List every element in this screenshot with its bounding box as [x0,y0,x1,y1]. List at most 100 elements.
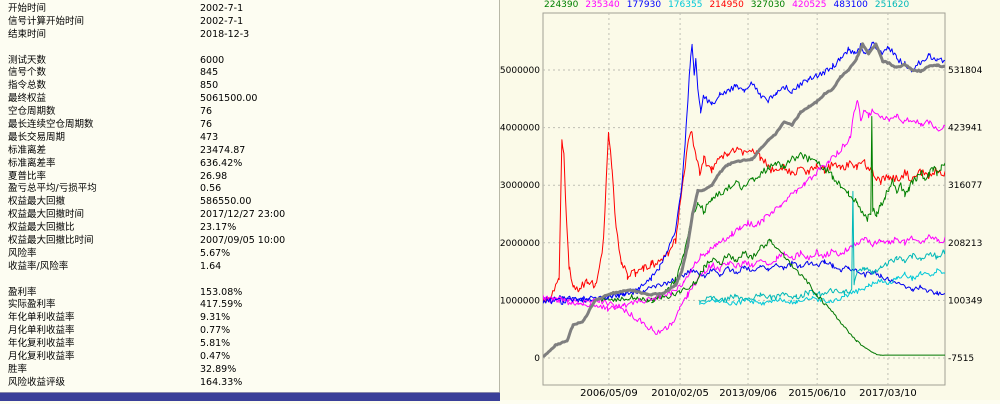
stat-value: 23474.87 [200,144,246,156]
stat-row: 权益最大回撤比时间 2007/09/05 10:00 [0,235,499,248]
stat-label: 风险率 [8,247,37,259]
equity-chart-panel: 224390 235340 177930 176355 214950 327030 4205… [500,0,1000,400]
stat-value: 5.67% [200,247,231,259]
stat-row: 风险率 5.67% [0,248,499,261]
stat-label: 权益最大回撤比 [8,222,75,234]
legend-item: 483100 [833,0,868,10]
stat-row: 最长交易周期 473 [0,132,499,145]
stat-row: 盈利率 153.08% [0,287,499,300]
stat-value: 850 [200,80,219,92]
stat-label: 最终权益 [8,93,47,105]
stat-row: 信号计算开始时间 2002-7-1 [0,16,499,29]
x-axis-label: 2006/05/09 [580,388,638,399]
right-axis-label: 316077 [948,181,982,191]
x-axis-label: 2015/06/10 [788,388,846,399]
stat-value: 1.64 [200,260,222,272]
stat-value: 0.47% [200,351,231,363]
stat-label: 胜率 [8,363,28,375]
series-line-cyan-1-251620 [699,190,945,303]
x-axis-label: 2017/03/10 [859,388,917,399]
stat-row: 标准离差率 636.42% [0,158,499,171]
stat-row: 权益最大回撤比 23.17% [0,222,499,235]
series-line-cyan-2-176355 [699,268,945,306]
legend-item: 177930 [626,0,662,10]
left-axis-label: 3000000 [500,181,540,191]
left-axis-label: 5000000 [500,66,540,76]
stat-label: 盈利率 [8,286,37,298]
stat-row: 空仓周期数 76 [0,106,499,119]
stat-label: 空仓周期数 [8,106,56,118]
left-axis-label: 4000000 [500,124,540,134]
plot-border [542,12,946,386]
stat-value: 9.31% [200,312,231,324]
stat-label: 最长交易周期 [8,131,66,143]
stat-row: 月化复利收益率 0.47% [0,351,499,364]
stat-value: 32.89% [200,363,237,375]
stat-label: 年化单利收益率 [8,312,75,324]
stat-value: 153.08% [200,286,243,298]
legend-item: 327030 [750,0,786,10]
stat-row: 年化复利收益率 5.81% [0,338,499,351]
stat-value: 26.98 [200,170,228,182]
stat-label: 实际盈利率 [8,299,56,311]
stat-value: 636.42% [200,157,243,169]
stat-row: 权益最大回撤 586550.00 [0,196,499,209]
x-axis-label: 2013/09/06 [719,388,777,399]
stat-row: 胜率 32.89% [0,364,499,377]
stat-label: 权益最大回撤时间 [8,209,85,221]
stat-label: 风险收益评级 [8,376,66,388]
stat-label: 标准离差 [8,144,47,156]
stat-row: 指令总数 850 [0,80,499,93]
stat-row: 收益率/风险率 1.64 [0,261,499,274]
stat-value: 2002-7-1 [200,3,244,14]
stat-row: 权益最大回撤时间 2017/12/27 23:00 [0,209,499,222]
stat-label: 最长连续空仓周期数 [8,119,94,131]
chart-legend: 224390 235340 177930 176355 214950 327030 4205… [544,0,909,11]
stat-label: 结束时间 [8,28,47,40]
right-axis-label: 100349 [948,296,983,306]
stat-value: 2017/12/27 23:00 [200,209,286,221]
x-axis-label: 2010/02/05 [651,388,709,399]
series-line-green-2-327030 [651,116,945,304]
stat-row: 信号个数 845 [0,67,499,80]
stat-value: 23.17% [200,222,237,234]
stat-row: 测试天数 6000 [0,55,499,68]
legend-item: 176355 [668,0,703,10]
stat-label: 信号个数 [8,67,47,79]
horizontal-scrollbar[interactable] [0,392,500,401]
stat-value: 6000 [200,54,225,66]
stat-value: 845 [200,67,219,79]
legend-item: 420525 [792,0,827,10]
stat-row: 夏普比率 26.98 [0,171,499,184]
legend-item: 251620 [874,0,910,10]
stat-value: 473 [200,131,219,143]
stat-label: 权益最大回撤比时间 [8,235,94,247]
equity-chart: 5000000 531804 4000000 423941 3000000 316077 2… [500,12,983,399]
stat-row: 实际盈利率 417.59% [0,299,499,312]
stat-label: 月化单利收益率 [8,325,75,337]
series-line-red-214950 [543,131,945,303]
legend-item: 235340 [585,0,620,10]
stat-row: 月化单利收益率 0.77% [0,325,499,338]
left-axis-label: 2000000 [500,239,540,249]
backtest-stats-panel: 开始时间 2002-7-1 信号计算开始时间 2002-7-1 结束时间 2018-12-… [0,0,500,392]
stat-value: 417.59% [200,299,243,311]
right-axis-label: 423941 [948,124,982,134]
stat-label: 指令总数 [8,80,47,92]
stat-row: 年化单利收益率 9.31% [0,312,499,325]
left-axis-label: 0 [534,354,540,364]
stat-label: 夏普比率 [8,170,47,182]
stat-row: 盈亏总平均/亏损平均 0.56 [0,183,499,196]
stat-value: 2002-7-1 [200,15,244,27]
legend-item: 214950 [709,0,744,10]
right-axis-label: 531804 [948,66,983,76]
series-line-magenta-1-420525 [543,100,945,312]
stat-label: 盈亏总平均/亏损平均 [8,183,97,195]
stat-label: 开始时间 [8,3,47,14]
stat-row-blank [0,42,499,55]
stat-value: 5.81% [200,338,231,350]
stat-label: 标准离差率 [8,157,56,169]
stat-row: 最长连续空仓周期数 76 [0,119,499,132]
stat-label: 月化复利收益率 [8,351,75,363]
stat-row: 开始时间 2002-7-1 [0,3,499,16]
